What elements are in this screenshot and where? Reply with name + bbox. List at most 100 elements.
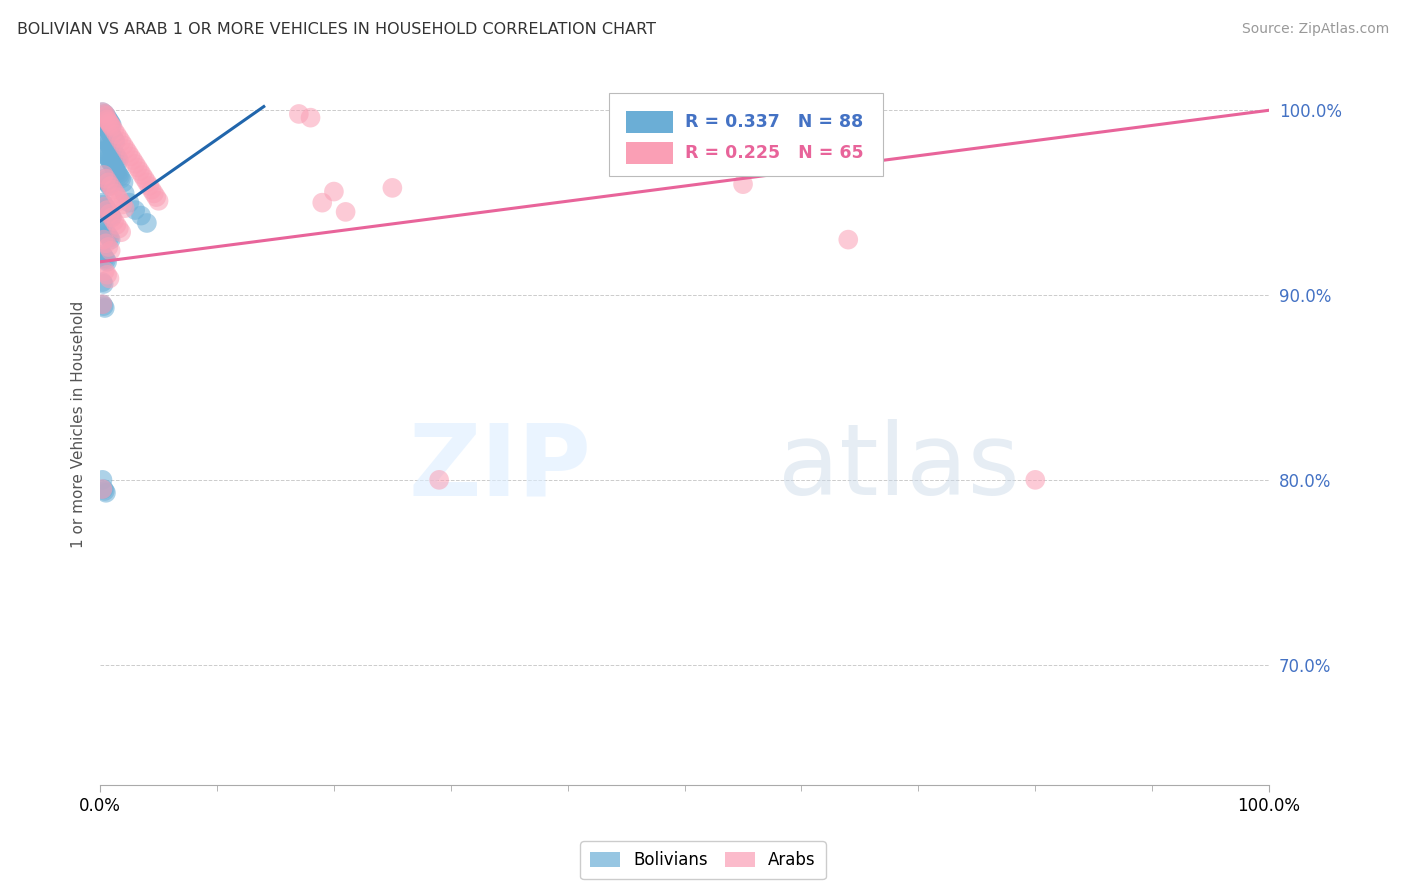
Point bbox=[94, 107, 117, 121]
Point bbox=[103, 123, 125, 137]
Point bbox=[94, 252, 117, 267]
Point bbox=[91, 482, 114, 496]
Point bbox=[97, 240, 120, 254]
Point bbox=[104, 186, 127, 201]
Point bbox=[91, 297, 114, 311]
Point bbox=[94, 225, 117, 239]
Point bbox=[107, 166, 129, 180]
Point bbox=[105, 218, 128, 232]
Point bbox=[91, 105, 114, 120]
Point bbox=[94, 199, 117, 213]
Point bbox=[108, 168, 131, 182]
Point bbox=[94, 147, 117, 161]
Point bbox=[110, 225, 132, 239]
Point bbox=[93, 482, 115, 496]
Text: ZIP: ZIP bbox=[408, 419, 591, 516]
Text: atlas: atlas bbox=[778, 419, 1019, 516]
Point bbox=[93, 168, 115, 182]
Point bbox=[103, 145, 125, 160]
Point bbox=[98, 207, 121, 221]
Point bbox=[94, 201, 117, 215]
Point bbox=[138, 179, 160, 194]
Point bbox=[117, 145, 139, 160]
Point bbox=[731, 177, 754, 191]
Point bbox=[97, 112, 120, 127]
Point bbox=[96, 175, 118, 189]
Point bbox=[108, 221, 131, 235]
Point bbox=[98, 179, 121, 194]
Point bbox=[120, 149, 142, 163]
Point bbox=[381, 181, 404, 195]
Point bbox=[97, 136, 120, 151]
Point bbox=[110, 135, 132, 149]
Point bbox=[98, 271, 121, 285]
Point bbox=[93, 233, 115, 247]
Point bbox=[94, 107, 117, 121]
Point bbox=[100, 116, 122, 130]
Point bbox=[101, 142, 124, 156]
Point bbox=[94, 301, 117, 315]
Point bbox=[96, 254, 118, 268]
Point bbox=[94, 109, 117, 123]
Point bbox=[98, 114, 121, 128]
Point bbox=[97, 114, 120, 128]
Point bbox=[141, 183, 163, 197]
Point bbox=[101, 211, 124, 225]
Point bbox=[288, 107, 311, 121]
Point bbox=[127, 161, 149, 175]
Point bbox=[100, 155, 122, 169]
Point bbox=[91, 275, 114, 289]
Point bbox=[94, 173, 117, 187]
Point bbox=[101, 211, 124, 225]
Point bbox=[311, 195, 333, 210]
Point bbox=[93, 277, 115, 291]
Point bbox=[98, 153, 121, 168]
Point bbox=[96, 202, 118, 217]
Point bbox=[100, 179, 122, 194]
Point bbox=[93, 299, 115, 313]
Point bbox=[96, 227, 118, 241]
Point bbox=[91, 168, 114, 182]
Point bbox=[1024, 473, 1046, 487]
Point bbox=[94, 485, 117, 500]
Point bbox=[107, 190, 129, 204]
Point bbox=[112, 138, 135, 153]
Point bbox=[104, 147, 127, 161]
Point bbox=[112, 175, 135, 189]
Point bbox=[129, 209, 152, 223]
Point bbox=[94, 264, 117, 278]
Point bbox=[114, 201, 136, 215]
Point bbox=[94, 199, 117, 213]
Point bbox=[96, 268, 118, 282]
Point bbox=[96, 112, 118, 127]
Point bbox=[299, 111, 322, 125]
Point bbox=[101, 120, 124, 134]
Point bbox=[91, 105, 114, 120]
Point bbox=[124, 202, 146, 217]
Point bbox=[98, 125, 121, 139]
Point bbox=[94, 171, 117, 186]
Point bbox=[94, 223, 117, 237]
Point bbox=[118, 195, 141, 210]
Point bbox=[105, 149, 128, 163]
Point bbox=[121, 153, 143, 168]
Point bbox=[94, 483, 117, 498]
Point bbox=[104, 162, 127, 177]
Point bbox=[335, 205, 357, 219]
Point bbox=[135, 175, 157, 189]
Point bbox=[115, 142, 138, 156]
Point bbox=[148, 194, 170, 208]
Point bbox=[105, 164, 128, 178]
Point bbox=[94, 171, 117, 186]
Point bbox=[94, 131, 117, 145]
Point bbox=[108, 169, 131, 184]
Point bbox=[100, 244, 122, 258]
Point bbox=[91, 247, 114, 261]
Point bbox=[110, 171, 132, 186]
Point bbox=[91, 195, 114, 210]
Point bbox=[108, 194, 131, 208]
Point bbox=[105, 128, 128, 142]
Point bbox=[94, 251, 117, 265]
Point bbox=[98, 231, 121, 245]
Point bbox=[103, 214, 125, 228]
